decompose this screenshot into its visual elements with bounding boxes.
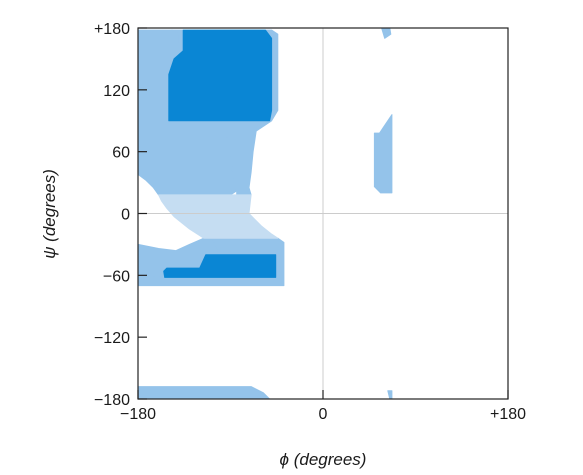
x-tick-label: +180	[490, 406, 526, 423]
ticks-layer: −180 0 +180 +180 120 60 0 −60 −120 −180	[94, 21, 526, 423]
y-tick-label: 60	[112, 145, 130, 162]
y-tick-label: 120	[103, 83, 130, 100]
regions-layer	[137, 27, 393, 400]
region-outer-9	[387, 390, 393, 400]
x-tick-label: 0	[319, 406, 328, 423]
x-tick-label: −180	[120, 406, 156, 423]
region-outer-8	[373, 114, 393, 194]
y-tick-label: 0	[121, 207, 130, 224]
region-outer-6	[137, 386, 271, 400]
y-tick-label: −180	[94, 392, 130, 409]
region-core-12	[163, 254, 277, 278]
region-bridge-10	[158, 194, 279, 239]
region-outer-7	[381, 27, 392, 39]
x-axis-label: ϕ (degrees)	[280, 450, 367, 469]
y-tick-label: −120	[94, 330, 130, 347]
region-core-11	[168, 29, 273, 122]
y-tick-label: −60	[103, 268, 130, 285]
y-axis-label: ψ (degrees)	[40, 169, 59, 259]
y-tick-label: +180	[94, 21, 130, 38]
